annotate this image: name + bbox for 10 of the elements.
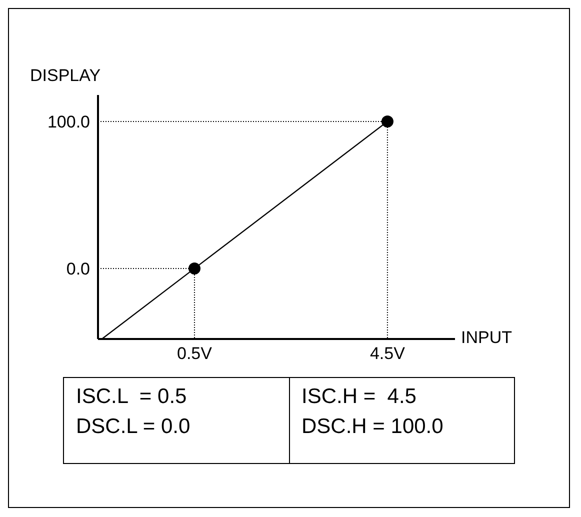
text: ISC.L = 0.5 bbox=[76, 384, 188, 410]
y-axis-title: DISPLAY bbox=[30, 66, 101, 86]
y-tick-label: 100.0 bbox=[47, 112, 90, 132]
x-tick-label: 4.5V bbox=[370, 344, 406, 364]
text: DSC.H = 100.0 bbox=[302, 414, 444, 440]
y-tick-label: 0.0 bbox=[66, 259, 90, 278]
text: ISC.H = 4.5 bbox=[302, 384, 418, 410]
x-axis-title: INPUT bbox=[461, 328, 512, 348]
text: DSC.L = 0.0 bbox=[76, 414, 192, 440]
x-tick-label: 0.5V bbox=[176, 344, 213, 364]
